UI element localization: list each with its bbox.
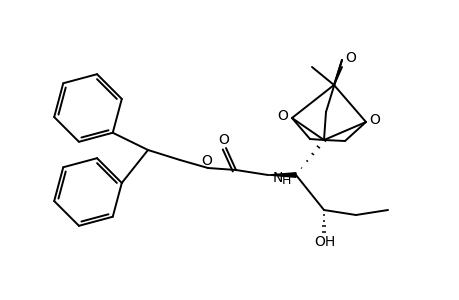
Text: O: O: [201, 154, 212, 168]
Text: OH: OH: [313, 235, 335, 249]
Text: H: H: [281, 173, 291, 187]
Text: O: O: [277, 109, 288, 123]
Text: O: O: [369, 113, 380, 127]
Text: O: O: [345, 51, 356, 65]
Text: O: O: [218, 133, 229, 147]
Text: N: N: [272, 171, 283, 185]
Polygon shape: [268, 173, 295, 177]
